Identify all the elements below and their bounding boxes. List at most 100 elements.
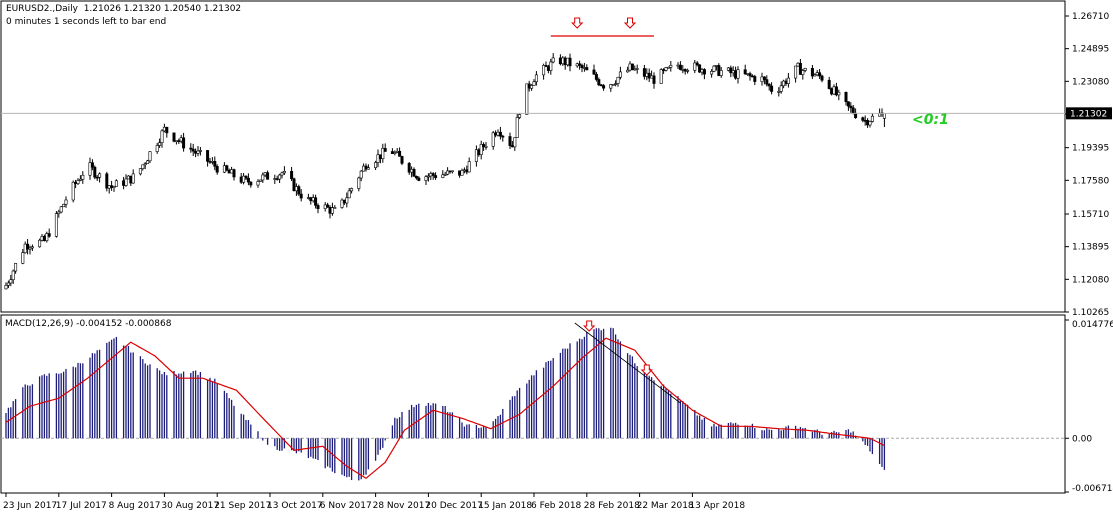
candle <box>594 71 598 82</box>
candle <box>198 147 202 156</box>
candle <box>278 173 282 184</box>
candle <box>508 132 512 149</box>
time-tick-label: 23 Jun 2017 <box>3 501 57 511</box>
candle <box>71 180 75 203</box>
candle <box>244 175 248 181</box>
candle <box>131 169 135 184</box>
candle <box>846 101 850 111</box>
candle <box>366 164 370 170</box>
candle <box>124 174 128 187</box>
candle <box>765 75 769 87</box>
candle <box>11 269 15 284</box>
candle <box>6 280 10 289</box>
candle <box>820 74 824 83</box>
candle <box>460 168 464 176</box>
candle <box>398 147 402 157</box>
candle <box>659 68 663 84</box>
candle <box>98 172 102 183</box>
candle <box>189 143 193 153</box>
candle <box>770 82 774 95</box>
price-tick-label: 1.10265 <box>1072 308 1109 318</box>
candle <box>580 63 584 73</box>
candle <box>767 83 771 91</box>
candle <box>138 168 142 176</box>
candle <box>148 151 152 163</box>
candle <box>736 66 740 84</box>
macd-axis: 0.014776 0.00 -0.006714 <box>1065 319 1113 494</box>
candle <box>155 142 159 154</box>
price-pane[interactable] <box>0 0 1066 313</box>
candle <box>215 164 219 175</box>
candle <box>333 205 337 209</box>
candle <box>225 164 229 172</box>
candle <box>443 171 447 177</box>
candle <box>578 60 582 70</box>
candle <box>414 175 418 180</box>
macd-tick-label: 0.00 <box>1072 434 1092 444</box>
candle <box>837 89 841 101</box>
candle <box>357 176 361 192</box>
time-tick-label: 17 Jul 2017 <box>56 501 107 511</box>
candle <box>698 64 702 74</box>
candle <box>350 187 354 194</box>
candle <box>213 156 217 171</box>
candle <box>143 162 147 170</box>
candle <box>446 167 450 176</box>
candle <box>112 185 116 192</box>
candle <box>616 76 620 87</box>
candle <box>830 87 834 96</box>
candle <box>258 179 262 182</box>
candle <box>206 150 210 167</box>
candle <box>256 179 260 188</box>
candle <box>90 159 94 171</box>
time-tick-label: 30 Aug 2017 <box>161 501 219 511</box>
candle <box>678 61 682 71</box>
candle <box>450 170 454 174</box>
time-tick-label: 22 Mar 2018 <box>637 501 694 511</box>
candle <box>602 84 606 91</box>
candle <box>794 65 798 83</box>
candle <box>870 113 874 123</box>
candle <box>849 102 853 113</box>
candle <box>330 202 334 216</box>
candle <box>530 84 534 91</box>
time-tick-label: 8 Aug 2017 <box>109 501 161 511</box>
candle <box>38 238 42 248</box>
candle <box>28 245 32 255</box>
candle <box>412 167 416 177</box>
candle <box>686 68 690 74</box>
macd-pane[interactable] <box>0 314 1066 494</box>
candle <box>777 87 781 97</box>
time-tick-label: 21 Sep 2017 <box>214 501 271 511</box>
candle <box>484 142 488 150</box>
candle <box>568 53 572 72</box>
candle <box>710 69 714 78</box>
candle <box>652 72 656 89</box>
candle <box>9 274 13 287</box>
candle <box>196 146 200 157</box>
price-tick-label: 1.26710 <box>1072 12 1109 22</box>
price-tick-label: 1.12080 <box>1072 275 1109 285</box>
candle <box>88 157 92 180</box>
candle <box>695 61 699 67</box>
candle <box>158 138 162 148</box>
candle <box>299 189 303 202</box>
candle <box>642 64 646 80</box>
candle <box>249 181 253 188</box>
candle <box>441 170 445 179</box>
candle <box>26 239 30 255</box>
candle <box>513 137 517 151</box>
symbol-info: EURUSD2.,Daily 1.21026 1.21320 1.20540 1… <box>6 4 242 14</box>
candle <box>191 143 195 156</box>
candle <box>796 62 800 67</box>
candle <box>626 66 630 73</box>
candle <box>393 150 397 156</box>
candle <box>280 171 284 179</box>
candle <box>474 145 478 167</box>
candle <box>614 80 618 87</box>
candle <box>374 160 378 171</box>
candle <box>501 134 505 142</box>
bar-timer: 0 minutes 1 seconds left to bar end <box>6 17 167 27</box>
